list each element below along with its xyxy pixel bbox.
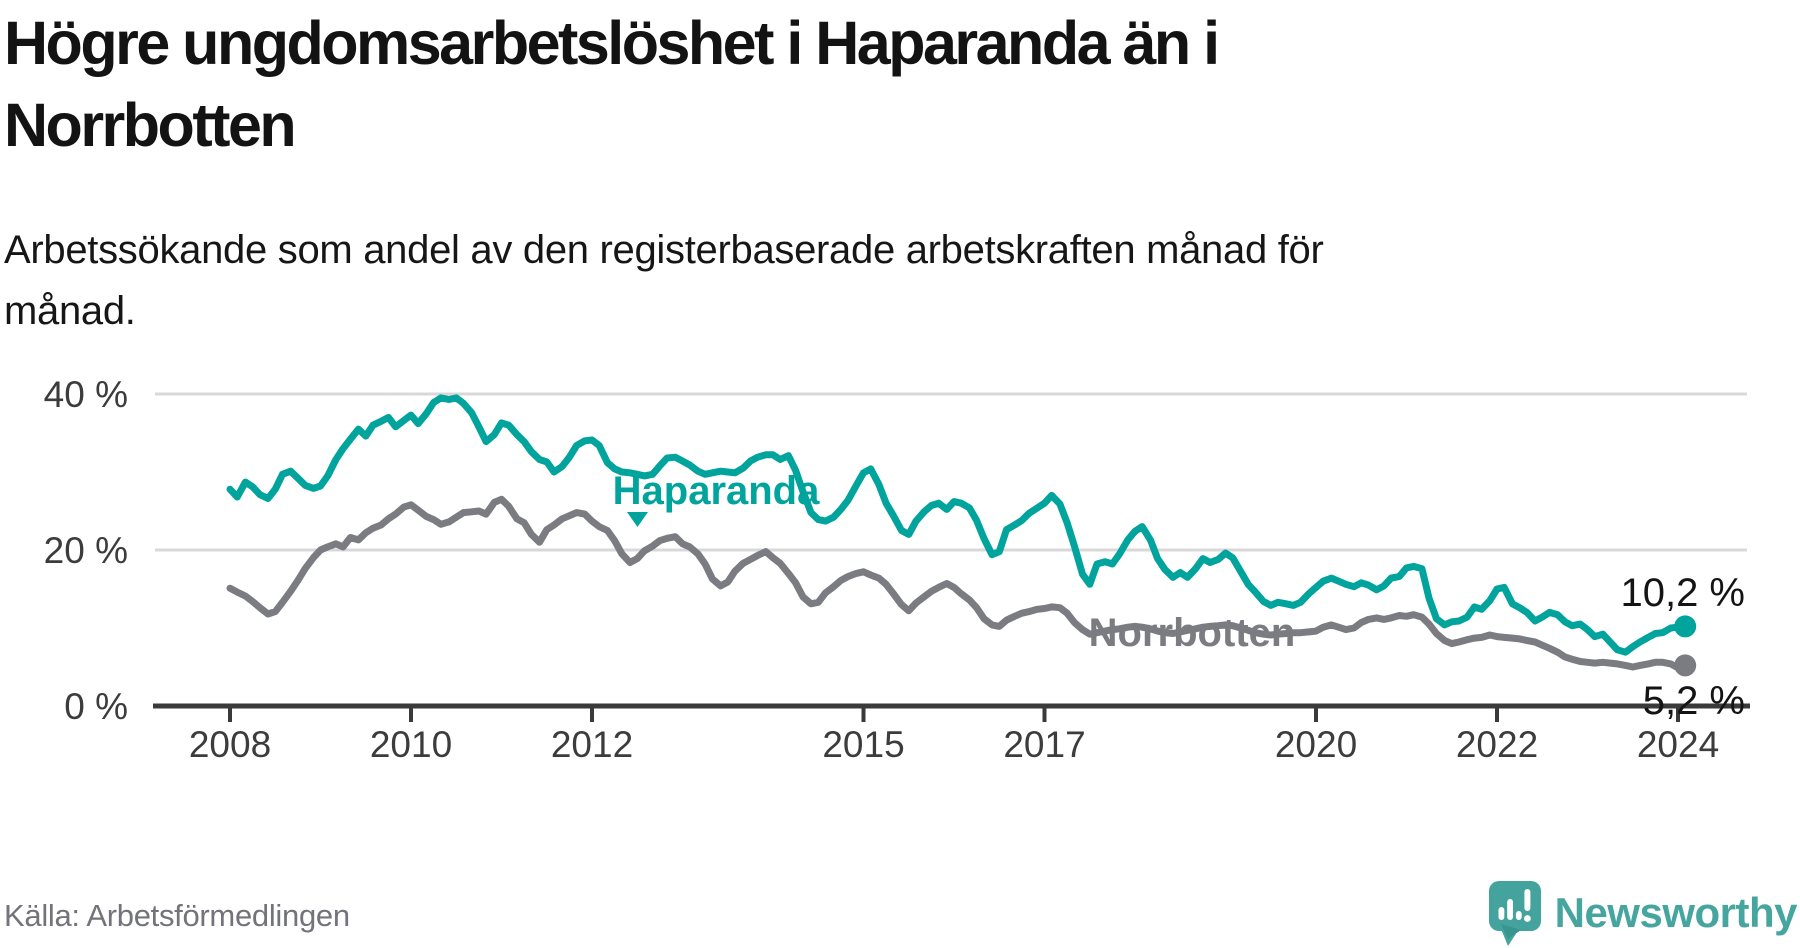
y-tick-label: 40 % — [44, 374, 128, 415]
x-tick-label: 2020 — [1275, 724, 1357, 765]
end-value-label-norrbotten: 5,2 % — [1643, 679, 1745, 723]
series-end-dot-haparanda — [1674, 615, 1697, 638]
chart-title: Högre ungdomsarbetslöshet i Haparanda än… — [4, 9, 1220, 159]
y-tick-label: 0 % — [64, 686, 128, 727]
x-tick-label: 2015 — [822, 724, 904, 765]
y-tick-label: 20 % — [44, 530, 128, 571]
x-tick-label: 2022 — [1456, 724, 1538, 765]
newsworthy-logo: Newsworthy — [1488, 880, 1798, 946]
source-note: Källa: Arbetsförmedlingen — [4, 898, 350, 933]
series-label-haparanda: Haparanda — [613, 469, 820, 513]
x-tick-label: 2024 — [1637, 724, 1719, 765]
x-tick-label: 2008 — [189, 724, 271, 765]
x-tick-label: 2012 — [551, 724, 633, 765]
x-tick-label: 2017 — [1003, 724, 1085, 765]
end-value-label-haparanda: 10,2 % — [1620, 571, 1745, 615]
newsworthy-logo-icon — [1488, 881, 1541, 946]
newsworthy-logo-text: Newsworthy — [1554, 889, 1798, 936]
series-label-pointer-icon — [627, 512, 648, 527]
series-line-norrbotten — [226, 495, 1689, 672]
series-end-dot-norrbotten — [1674, 654, 1697, 677]
series-label-norrbotten: Norrbotten — [1089, 611, 1296, 655]
chart-subtitle: Arbetssökande som andel av den registerb… — [4, 228, 1324, 333]
x-tick-label: 2010 — [370, 724, 452, 765]
series-line-haparanda — [226, 394, 1689, 656]
